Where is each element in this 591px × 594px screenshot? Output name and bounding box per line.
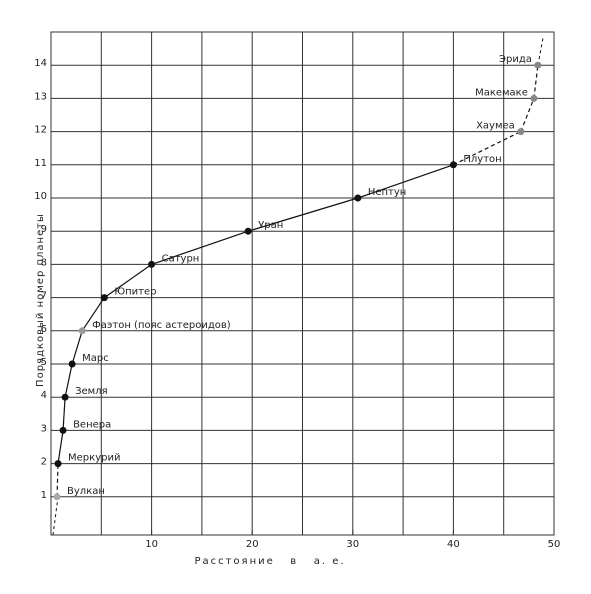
x-tick-label: 20 — [246, 539, 259, 550]
point — [61, 393, 69, 401]
point-label: Марс — [82, 353, 109, 364]
y-tick-label: 14 — [34, 58, 47, 69]
point — [59, 426, 67, 434]
y-tick-label: 5 — [41, 357, 47, 368]
point — [517, 128, 525, 136]
curve-segment — [56, 463, 59, 497]
point — [244, 227, 252, 235]
curve-segment — [520, 98, 535, 132]
curve-segment — [248, 197, 359, 232]
curve-segment — [57, 430, 64, 464]
y-tick-label: 10 — [34, 191, 47, 202]
point — [449, 161, 457, 169]
x-axis-label: Расстояние в а. е. — [194, 556, 345, 567]
point-label: Фаэтон (пояс астероидов) — [92, 320, 231, 331]
y-tick-label: 6 — [41, 324, 47, 335]
point-label: Сатурн — [162, 253, 200, 264]
point-label: Уран — [258, 220, 283, 231]
point — [53, 493, 61, 501]
curve-segment — [81, 297, 105, 332]
y-axis-label: Порядковый номер планеты — [35, 213, 46, 387]
point — [354, 194, 362, 202]
point — [78, 327, 86, 335]
x-tick-label: 10 — [145, 539, 158, 550]
point — [100, 294, 108, 302]
point-label: Плутон — [463, 154, 501, 165]
point — [68, 360, 76, 368]
curve-segment — [357, 164, 454, 199]
curve-segment — [453, 131, 522, 166]
curve-segment — [103, 263, 152, 299]
y-tick-label: 8 — [41, 257, 47, 268]
point — [534, 61, 542, 69]
x-tick-label: 30 — [346, 539, 359, 550]
y-tick-label: 12 — [34, 125, 47, 136]
curve-tail — [52, 496, 59, 536]
point-label: Эрида — [499, 54, 532, 65]
y-tick-label: 13 — [34, 91, 47, 102]
curve-segment — [71, 330, 83, 365]
point-label: Венера — [73, 419, 111, 430]
point — [54, 460, 62, 468]
point-label: Юпитер — [114, 287, 156, 298]
point — [530, 94, 538, 102]
point-label: Нептун — [368, 187, 407, 198]
point-label: Меркурий — [68, 453, 120, 464]
y-tick-label: 11 — [34, 158, 47, 169]
y-tick-label: 7 — [41, 291, 47, 302]
point — [148, 260, 156, 268]
curve-segment — [533, 65, 539, 99]
point-label: Земля — [75, 386, 108, 397]
point-label: Хаумеа — [476, 121, 515, 132]
y-tick-label: 2 — [41, 457, 47, 468]
y-tick-label: 1 — [41, 490, 47, 501]
curve-segment — [151, 230, 249, 265]
curve-tail — [537, 37, 544, 66]
y-tick-label: 9 — [41, 224, 47, 235]
y-tick-label: 4 — [41, 390, 47, 401]
y-tick-label: 3 — [41, 423, 47, 434]
curve-segment — [64, 363, 73, 398]
point-label: Вулкан — [67, 486, 105, 497]
curve-segment — [62, 397, 66, 431]
x-tick-label: 40 — [447, 539, 460, 550]
x-tick-label: 50 — [548, 539, 561, 550]
point-label: Макемаке — [475, 87, 528, 98]
